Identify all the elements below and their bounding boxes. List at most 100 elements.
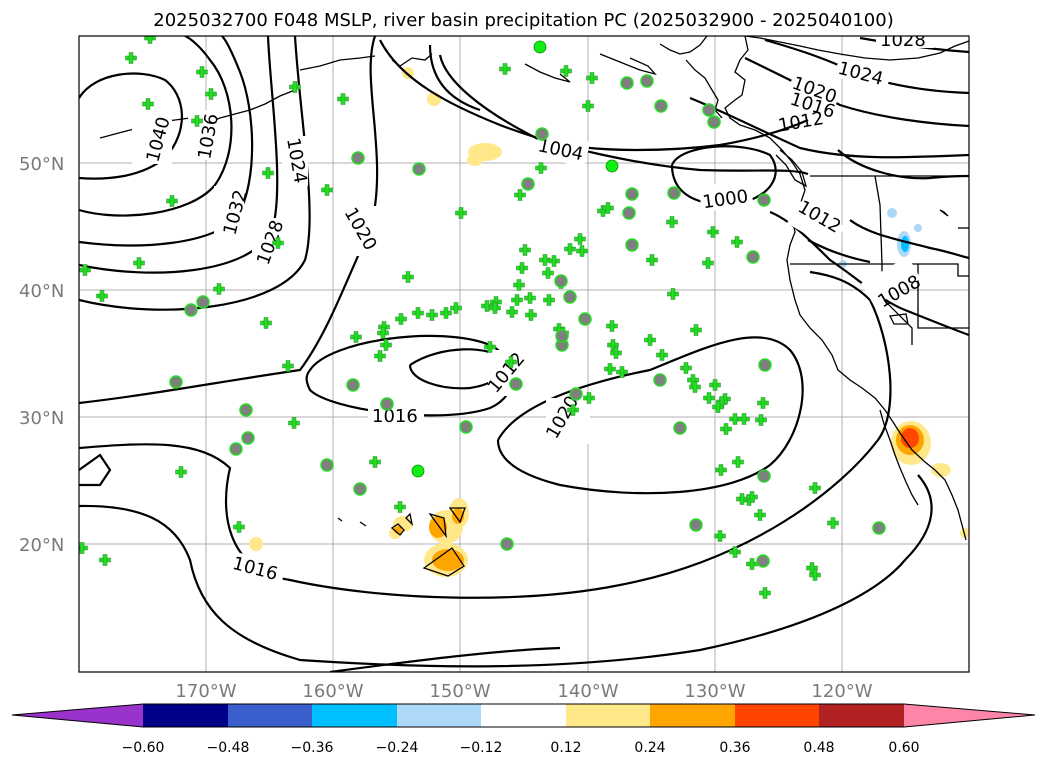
station-cross-marker — [288, 417, 300, 429]
station-cross-marker — [732, 456, 744, 468]
station-cross-marker — [516, 262, 528, 274]
lon-label: 120°W — [811, 681, 872, 702]
station-cross-marker — [394, 501, 406, 513]
station-cross-marker — [499, 63, 511, 75]
station-circle-marker — [412, 162, 426, 176]
station-cross-marker — [755, 414, 767, 426]
station-cross-marker — [262, 167, 274, 179]
map-frame — [78, 35, 970, 673]
station-cross-marker — [731, 236, 743, 248]
station-circle-marker — [169, 375, 183, 389]
station-cross-marker — [702, 257, 714, 269]
station-circle-marker — [756, 554, 770, 568]
station-cross-marker — [548, 255, 560, 267]
station-cross-marker — [524, 292, 536, 304]
station-cross-marker — [606, 320, 618, 332]
station-cross-marker — [450, 302, 462, 314]
station-circle-marker — [509, 377, 523, 391]
station-cross-marker — [525, 309, 537, 321]
station-cross-marker — [96, 290, 108, 302]
station-cross-marker — [607, 339, 619, 351]
station-cross-marker — [374, 350, 386, 362]
station-circle-marker — [380, 397, 394, 411]
lon-label: 140°W — [557, 681, 618, 702]
colorbar-swatch — [481, 704, 566, 727]
isobar-label: 1028 — [880, 30, 926, 51]
station-cross-marker — [511, 294, 523, 306]
gridlines — [79, 36, 969, 672]
station-cross-marker — [754, 509, 766, 521]
station-cross-marker — [542, 267, 554, 279]
station-circle-marker — [241, 431, 255, 445]
colorbar-outline — [11, 703, 1036, 728]
station-cross-marker — [703, 392, 715, 404]
station-cross-marker — [513, 279, 525, 291]
station-circle-marker — [196, 295, 210, 309]
station-cross-marker — [369, 456, 381, 468]
colorbar: −0.60 −0.48 −0.36 −0.24 −0.12 0.12 0.24 … — [11, 703, 1036, 756]
station-cross-marker — [729, 546, 741, 558]
station-circle-marker — [554, 274, 568, 288]
station-cross-marker — [426, 309, 438, 321]
station-highlight-marker — [533, 40, 547, 54]
station-cross-marker — [656, 349, 668, 361]
station-cross-marker — [644, 334, 656, 346]
station-circle-marker — [667, 186, 681, 200]
colorbar-tick: 0.48 — [803, 740, 834, 756]
station-cross-marker — [377, 327, 389, 339]
station-circle-marker — [459, 420, 473, 434]
station-circle-marker — [500, 537, 514, 551]
station-cross-marker — [583, 392, 595, 404]
station-cross-marker — [809, 482, 821, 494]
station-highlight-marker — [605, 159, 619, 173]
station-cross-marker — [484, 341, 496, 353]
station-cross-marker — [576, 245, 588, 257]
station-cross-marker — [205, 88, 217, 100]
colorbar-ticks: −0.60 −0.48 −0.36 −0.24 −0.12 0.12 0.24 … — [122, 740, 920, 756]
station-cross-marker — [289, 81, 301, 93]
station-circle-marker — [654, 99, 668, 113]
station-cross-marker — [567, 404, 579, 416]
lon-label: 130°W — [684, 681, 745, 702]
station-circle-marker — [622, 206, 636, 220]
colorbar-swatch — [312, 704, 397, 727]
colorbar-swatch — [735, 704, 819, 727]
lon-label: 150°W — [429, 681, 490, 702]
station-cross-marker — [712, 401, 724, 413]
map-panel: 1028 1024 1020 1016 1012 1040 1036 1024 … — [78, 30, 970, 673]
station-cross-marker — [79, 542, 88, 554]
colorbar-tick: −0.48 — [207, 740, 250, 756]
station-circle-marker — [758, 358, 772, 372]
station-circle-marker — [353, 482, 367, 496]
colorbar-swatch — [650, 704, 735, 727]
colorbar-tick: 0.12 — [550, 740, 581, 756]
station-cross-marker — [395, 313, 407, 325]
station-cross-marker — [282, 360, 294, 372]
station-cross-marker — [272, 237, 284, 249]
station-circle-marker — [351, 151, 365, 165]
station-cross-marker — [714, 530, 726, 542]
station-cross-marker — [350, 331, 362, 343]
station-cross-marker — [175, 466, 187, 478]
station-circle-marker — [521, 177, 535, 191]
station-circle-marker — [620, 76, 634, 90]
station-cross-marker — [505, 356, 517, 368]
station-markers — [79, 36, 886, 599]
station-cross-marker — [337, 93, 349, 105]
station-cross-marker — [746, 491, 758, 503]
colorbar-swatch — [143, 704, 228, 727]
station-circle-marker — [625, 238, 639, 252]
station-cross-marker — [519, 244, 531, 256]
station-circle-marker — [346, 378, 360, 392]
colorbar-tick: −0.12 — [460, 740, 503, 756]
station-cross-marker — [646, 254, 658, 266]
station-circle-marker — [746, 250, 760, 264]
station-cross-marker — [809, 569, 821, 581]
station-cross-marker — [166, 195, 178, 207]
station-cross-marker — [604, 363, 616, 375]
station-cross-marker — [757, 397, 769, 409]
colorbar-tick: 0.36 — [719, 740, 750, 756]
isobars — [79, 36, 969, 672]
station-circle-marker — [239, 403, 253, 417]
station-cross-marker — [709, 379, 721, 391]
